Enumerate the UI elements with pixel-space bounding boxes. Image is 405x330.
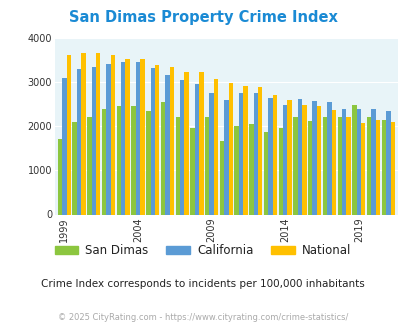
- Bar: [131, 106, 135, 214]
- Bar: [268, 98, 272, 214]
- Bar: [102, 109, 106, 214]
- Bar: [331, 110, 335, 214]
- Bar: [360, 123, 364, 214]
- Bar: [293, 117, 297, 214]
- Bar: [390, 122, 394, 214]
- Bar: [307, 121, 312, 214]
- Bar: [316, 106, 320, 214]
- Bar: [301, 105, 306, 214]
- Bar: [257, 87, 262, 214]
- Bar: [322, 117, 326, 214]
- Bar: [381, 120, 385, 214]
- Bar: [213, 80, 218, 214]
- Bar: [272, 95, 277, 214]
- Bar: [165, 76, 169, 214]
- Bar: [116, 106, 121, 214]
- Bar: [125, 59, 130, 214]
- Bar: [243, 86, 247, 214]
- Bar: [111, 55, 115, 214]
- Bar: [66, 55, 71, 214]
- Bar: [179, 80, 184, 214]
- Bar: [184, 72, 188, 215]
- Bar: [326, 102, 331, 214]
- Bar: [135, 62, 140, 214]
- Bar: [253, 93, 257, 214]
- Bar: [375, 119, 379, 214]
- Bar: [155, 65, 159, 214]
- Bar: [219, 141, 224, 214]
- Bar: [106, 64, 111, 214]
- Bar: [146, 111, 150, 214]
- Bar: [371, 109, 375, 214]
- Bar: [150, 68, 155, 214]
- Bar: [160, 102, 165, 214]
- Bar: [356, 109, 360, 214]
- Bar: [209, 93, 213, 214]
- Bar: [198, 72, 203, 214]
- Bar: [58, 140, 62, 214]
- Bar: [282, 106, 287, 214]
- Bar: [345, 117, 350, 214]
- Text: © 2025 CityRating.com - https://www.cityrating.com/crime-statistics/: © 2025 CityRating.com - https://www.city…: [58, 313, 347, 322]
- Bar: [62, 78, 66, 214]
- Bar: [312, 101, 316, 214]
- Bar: [81, 53, 85, 214]
- Bar: [194, 84, 198, 214]
- Text: San Dimas Property Crime Index: San Dimas Property Crime Index: [68, 10, 337, 25]
- Bar: [366, 117, 371, 214]
- Bar: [228, 83, 232, 214]
- Bar: [92, 67, 96, 214]
- Bar: [224, 100, 228, 214]
- Bar: [234, 126, 238, 214]
- Bar: [87, 117, 92, 214]
- Bar: [297, 99, 301, 214]
- Bar: [278, 128, 282, 214]
- Legend: San Dimas, California, National: San Dimas, California, National: [55, 244, 350, 257]
- Bar: [72, 122, 77, 214]
- Bar: [121, 62, 125, 214]
- Bar: [385, 111, 390, 214]
- Bar: [96, 53, 100, 214]
- Bar: [341, 109, 345, 214]
- Bar: [263, 132, 268, 214]
- Bar: [249, 123, 253, 214]
- Bar: [238, 93, 243, 214]
- Text: Crime Index corresponds to incidents per 100,000 inhabitants: Crime Index corresponds to incidents per…: [41, 279, 364, 289]
- Bar: [77, 69, 81, 215]
- Bar: [169, 67, 174, 214]
- Bar: [140, 59, 144, 214]
- Bar: [337, 117, 341, 214]
- Bar: [287, 100, 291, 214]
- Bar: [175, 117, 179, 214]
- Bar: [352, 106, 356, 214]
- Bar: [190, 128, 194, 214]
- Bar: [205, 116, 209, 214]
